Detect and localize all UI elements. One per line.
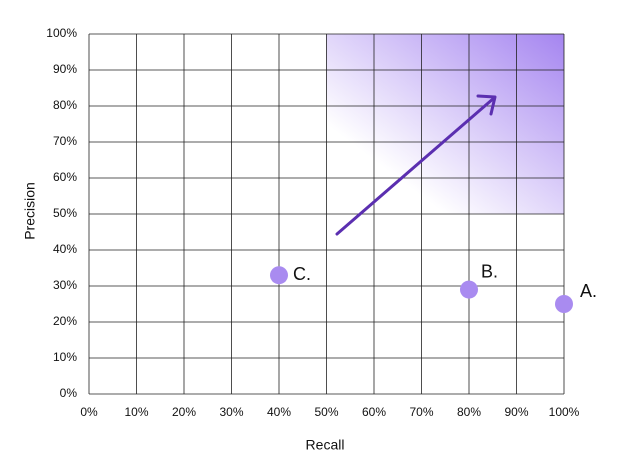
y-tick-label: 0%	[60, 386, 78, 400]
point	[460, 280, 478, 299]
x-tick-label: 40%	[267, 405, 291, 419]
x-axis-label: Recall	[306, 437, 345, 453]
y-tick-label: 10%	[53, 350, 77, 364]
y-tick-label: 30%	[53, 278, 77, 292]
arrow	[335, 94, 497, 236]
y-tick-label: 100%	[46, 26, 77, 40]
x-tick-label: 90%	[504, 405, 528, 419]
point-label: B.	[481, 261, 498, 281]
point	[270, 266, 288, 285]
y-tick-label: 60%	[53, 170, 77, 184]
point	[555, 295, 573, 313]
grid	[88, 33, 565, 395]
y-tick-label: 50%	[53, 206, 77, 220]
target-region	[326, 34, 564, 214]
y-tick-label: 70%	[53, 134, 77, 148]
point-label: C.	[293, 264, 311, 284]
y-axis-label: Precision	[22, 182, 38, 240]
x-tick-label: 10%	[124, 405, 148, 419]
y-tick-label: 90%	[53, 62, 77, 76]
x-tick-label: 50%	[314, 405, 338, 419]
y-tick-label: 20%	[53, 314, 77, 328]
y-tick-label: 80%	[53, 98, 77, 112]
x-tick-label: 60%	[362, 405, 386, 419]
x-tick-label: 0%	[80, 405, 98, 419]
y-tick-label: 40%	[53, 242, 77, 256]
x-tick-label: 30%	[219, 405, 243, 419]
x-tick-label: 70%	[409, 405, 433, 419]
x-tick-label: 100%	[549, 405, 580, 419]
x-tick-label: 20%	[172, 405, 196, 419]
point-label: A.	[580, 281, 597, 301]
x-tick-label: 80%	[457, 405, 481, 419]
